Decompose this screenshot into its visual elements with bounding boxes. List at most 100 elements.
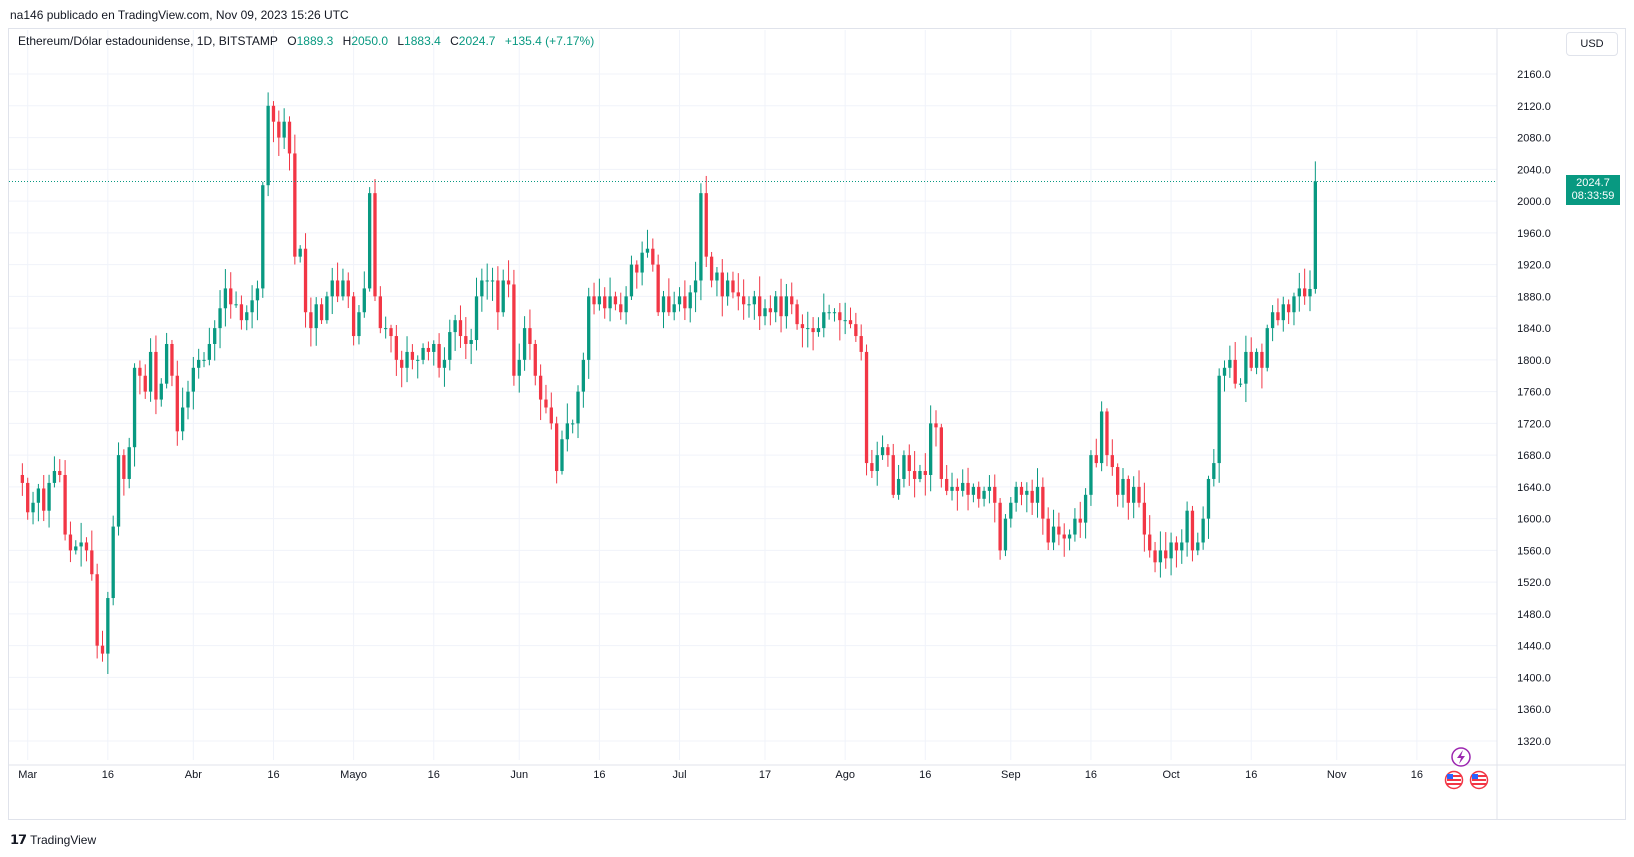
candle-body[interactable] bbox=[800, 324, 805, 329]
candle-body[interactable] bbox=[1265, 328, 1269, 368]
candle-body[interactable] bbox=[725, 280, 730, 297]
candle-body[interactable] bbox=[1067, 534, 1072, 539]
candle-body[interactable] bbox=[52, 471, 57, 483]
candle-body[interactable] bbox=[410, 351, 415, 360]
candle-body[interactable] bbox=[961, 482, 965, 491]
candle-body[interactable] bbox=[544, 399, 548, 408]
us-flag-event-icon[interactable] bbox=[1444, 770, 1464, 790]
candle-body[interactable] bbox=[832, 312, 837, 314]
candle-body[interactable] bbox=[571, 423, 575, 425]
candle-body[interactable] bbox=[250, 300, 254, 313]
candle-body[interactable] bbox=[1308, 288, 1312, 297]
candle-body[interactable] bbox=[1206, 478, 1211, 519]
candle-body[interactable] bbox=[394, 336, 399, 360]
candle-body[interactable] bbox=[1249, 351, 1253, 368]
candle-body[interactable] bbox=[987, 486, 992, 491]
candle-body[interactable] bbox=[1073, 518, 1077, 535]
candle-body[interactable] bbox=[1270, 312, 1275, 329]
candle-body[interactable] bbox=[1110, 455, 1114, 468]
candle-body[interactable] bbox=[416, 359, 420, 361]
candle-body[interactable] bbox=[170, 343, 174, 376]
candle-body[interactable] bbox=[891, 455, 895, 495]
candle-body[interactable] bbox=[971, 486, 976, 495]
candle-body[interactable] bbox=[400, 359, 404, 368]
candle-body[interactable] bbox=[164, 343, 169, 384]
candle-body[interactable] bbox=[619, 304, 623, 313]
candle-body[interactable] bbox=[1233, 359, 1237, 384]
candle-body[interactable] bbox=[1142, 502, 1147, 535]
candle-body[interactable] bbox=[795, 304, 799, 325]
candle-body[interactable] bbox=[122, 455, 126, 479]
candle-body[interactable] bbox=[341, 280, 345, 297]
candle-body[interactable] bbox=[234, 304, 238, 306]
candle-body[interactable] bbox=[672, 304, 676, 313]
candle-body[interactable] bbox=[741, 296, 746, 305]
candle-body[interactable] bbox=[1244, 351, 1248, 384]
candle-body[interactable] bbox=[255, 288, 260, 301]
candle-body[interactable] bbox=[955, 486, 960, 491]
candle-body[interactable] bbox=[1019, 486, 1024, 495]
candle-body[interactable] bbox=[191, 367, 195, 392]
candle-body[interactable] bbox=[303, 248, 308, 313]
candle-body[interactable] bbox=[752, 296, 756, 305]
candle-body[interactable] bbox=[656, 264, 660, 313]
candle-body[interactable] bbox=[464, 336, 468, 344]
candle-body[interactable] bbox=[1078, 518, 1082, 523]
candle-body[interactable] bbox=[335, 280, 340, 297]
candle-body[interactable] bbox=[405, 351, 409, 368]
candle-body[interactable] bbox=[314, 304, 318, 329]
candle-body[interactable] bbox=[581, 359, 586, 392]
candle-body[interactable] bbox=[704, 193, 708, 257]
candle-body[interactable] bbox=[1276, 312, 1280, 321]
candle-body[interactable] bbox=[966, 482, 970, 495]
lightning-event-icon[interactable] bbox=[1451, 747, 1471, 767]
currency-button[interactable]: USD bbox=[1566, 32, 1618, 56]
candle-body[interactable] bbox=[1238, 383, 1243, 385]
candle-body[interactable] bbox=[1051, 526, 1056, 543]
candle-body[interactable] bbox=[945, 478, 949, 491]
candle-body[interactable] bbox=[277, 121, 281, 138]
candle-body[interactable] bbox=[36, 488, 41, 503]
candle-body[interactable] bbox=[640, 252, 644, 273]
candle-body[interactable] bbox=[111, 526, 115, 599]
candle-body[interactable] bbox=[747, 304, 751, 306]
candle-body[interactable] bbox=[827, 312, 831, 314]
candle-body[interactable] bbox=[870, 463, 874, 472]
candle-body[interactable] bbox=[1003, 518, 1008, 551]
candle-body[interactable] bbox=[576, 391, 580, 424]
candle-body[interactable] bbox=[437, 343, 441, 368]
candle-body[interactable] bbox=[816, 328, 821, 333]
candle-body[interactable] bbox=[1292, 296, 1296, 313]
candle-body[interactable] bbox=[512, 284, 516, 376]
candle-body[interactable] bbox=[207, 343, 212, 360]
candle-body[interactable] bbox=[522, 328, 527, 360]
candle-body[interactable] bbox=[90, 550, 94, 575]
candle-body[interactable] bbox=[592, 296, 596, 305]
candle-body[interactable] bbox=[1148, 534, 1152, 551]
candle-body[interactable] bbox=[186, 391, 190, 408]
candle-body[interactable] bbox=[993, 486, 997, 503]
candle-body[interactable] bbox=[811, 328, 815, 333]
candle-body[interactable] bbox=[1030, 490, 1034, 503]
candle-body[interactable] bbox=[1094, 455, 1098, 464]
candle-body[interactable] bbox=[688, 292, 692, 309]
candle-body[interactable] bbox=[1121, 478, 1125, 495]
candle-body[interactable] bbox=[822, 312, 826, 329]
candle-body[interactable] bbox=[490, 280, 495, 282]
candle-body[interactable] bbox=[469, 340, 473, 344]
candle-body[interactable] bbox=[758, 296, 762, 317]
candle-body[interactable] bbox=[261, 185, 265, 289]
candle-body[interactable] bbox=[1185, 510, 1189, 543]
candle-body[interactable] bbox=[42, 488, 46, 511]
candle-body[interactable] bbox=[480, 280, 484, 297]
candle-body[interactable] bbox=[693, 280, 698, 293]
candle-body[interactable] bbox=[116, 455, 121, 527]
candle-body[interactable] bbox=[1297, 288, 1301, 297]
candle-body[interactable] bbox=[1035, 486, 1040, 503]
candle-body[interactable] bbox=[736, 292, 740, 297]
candle-body[interactable] bbox=[1025, 490, 1029, 495]
candle-body[interactable] bbox=[784, 296, 789, 317]
candle-body[interactable] bbox=[661, 296, 666, 313]
candle-body[interactable] bbox=[309, 312, 313, 329]
candle-body[interactable] bbox=[613, 296, 618, 305]
